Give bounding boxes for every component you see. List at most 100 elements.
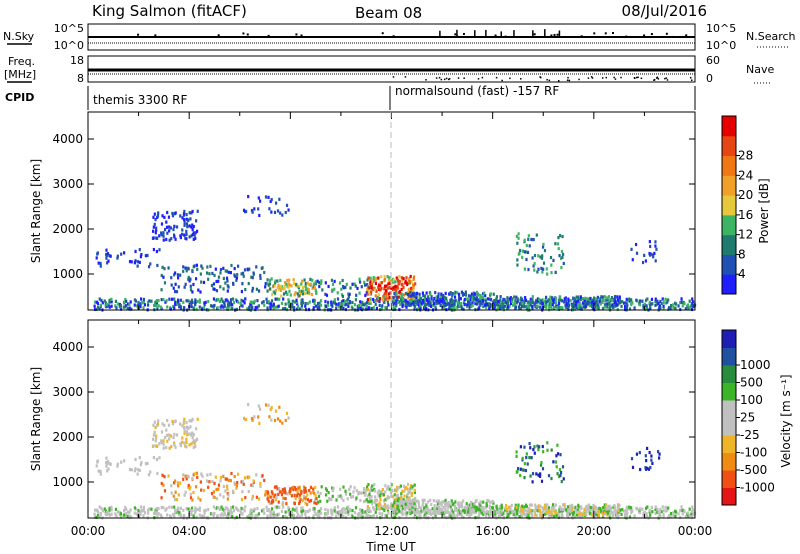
velocity-pixel [264,493,267,497]
velocity-pixel [626,511,629,515]
velocity-pixel [554,503,558,507]
power-pixel [173,289,177,294]
velocity-pixel [376,491,379,495]
velocity-pixel [529,508,532,512]
velocity-colorbar-tick-label: -1000 [740,481,775,495]
power-pixel [314,288,317,292]
velocity-pixel [620,512,623,517]
velocity-pixel [475,505,478,510]
power-pixel [226,279,229,283]
power-pixel [270,304,274,308]
velocity-pixel [408,509,411,513]
power-pixel [351,306,354,311]
velocity-pixel [478,511,481,515]
nave-label: Nave [746,63,774,76]
nave-dot [463,77,465,79]
power-pixel [139,255,143,259]
velocity-pixel [209,512,213,516]
power-pixel [505,300,508,304]
velocity-pixel [473,505,476,509]
power-pixel [213,303,216,308]
power-pixel [190,303,193,307]
velocity-pixel [628,505,631,509]
power-pixel [656,299,659,303]
power-pixel [213,273,216,278]
power-pixel [179,214,182,218]
velocity-pixel [399,484,402,488]
power-pixel [506,305,510,309]
velocity-pixel [394,497,397,501]
power-pixel [315,304,318,308]
velocity-pixel [124,512,128,516]
velocity-pixel [262,508,265,512]
power-pixel [179,235,183,240]
velocity-pixel [220,505,223,509]
velocity-pixel [308,488,311,493]
power-pixel [312,285,315,289]
power-pixel [677,304,680,308]
power-pixel [412,303,416,307]
velocity-pixel [257,404,260,408]
power-pixel [448,301,451,305]
power-pixel [579,306,582,310]
velocity-pixel [359,508,362,512]
power-pixel [533,268,536,272]
velocity-pixel [314,485,317,490]
power-pixel [262,300,265,304]
velocity-pixel [172,494,175,498]
velocity-pixel [300,513,303,517]
velocity-pixel [609,512,612,516]
velocity-pixel [361,515,364,519]
velocity-pixel [225,477,229,481]
power-pixel [390,286,393,290]
velocity-pixel [593,507,596,511]
power-pixel [270,277,273,281]
velocity-pixel [283,489,287,493]
velocity-colorbar-swatch [722,330,736,348]
power-pixel [441,293,445,298]
power-pixel [139,302,142,306]
velocity-pixel [583,507,586,511]
power-pixel [463,302,466,307]
power-pixel [584,296,587,300]
power-pixel [591,298,594,302]
velocity-pixel [185,477,188,481]
velocity-pixel [138,468,141,472]
power-pixel [183,218,186,222]
power-pixel [611,298,614,303]
power-pixel [276,279,279,283]
power-pixel [277,304,280,308]
velocity-pixel [191,417,194,422]
velocity-pixel [509,507,512,511]
power-pixel [140,252,143,257]
velocity-ytick-label: 2000 [52,430,83,444]
velocity-pixel [222,474,225,478]
power-pixel [499,306,502,310]
power-pixel [268,282,272,286]
power-pixel [418,303,421,308]
velocity-pixel [295,506,298,510]
power-pixel [243,301,246,305]
velocity-pixel [562,508,566,512]
power-pixel [160,288,163,292]
power-pixel [549,302,552,306]
velocity-pixel [641,507,644,511]
power-pixel [573,304,576,308]
velocity-pixel [116,464,119,468]
power-pixel [469,297,473,302]
power-pixel [146,253,149,258]
power-pixel [642,305,645,310]
power-pixel [586,297,589,301]
power-pixel [271,293,274,297]
power-pixel [405,276,408,280]
power-pixel [235,278,238,282]
velocity-pixel [137,510,140,515]
velocity-pixel [585,504,588,508]
velocity-pixel [600,509,603,513]
velocity-pixel [595,512,598,516]
velocity-pixel [241,490,244,494]
freq-unit: [MHz] [4,68,36,81]
velocity-pixel [185,425,188,429]
power-pixel [520,299,523,303]
power-pixel [451,299,454,303]
